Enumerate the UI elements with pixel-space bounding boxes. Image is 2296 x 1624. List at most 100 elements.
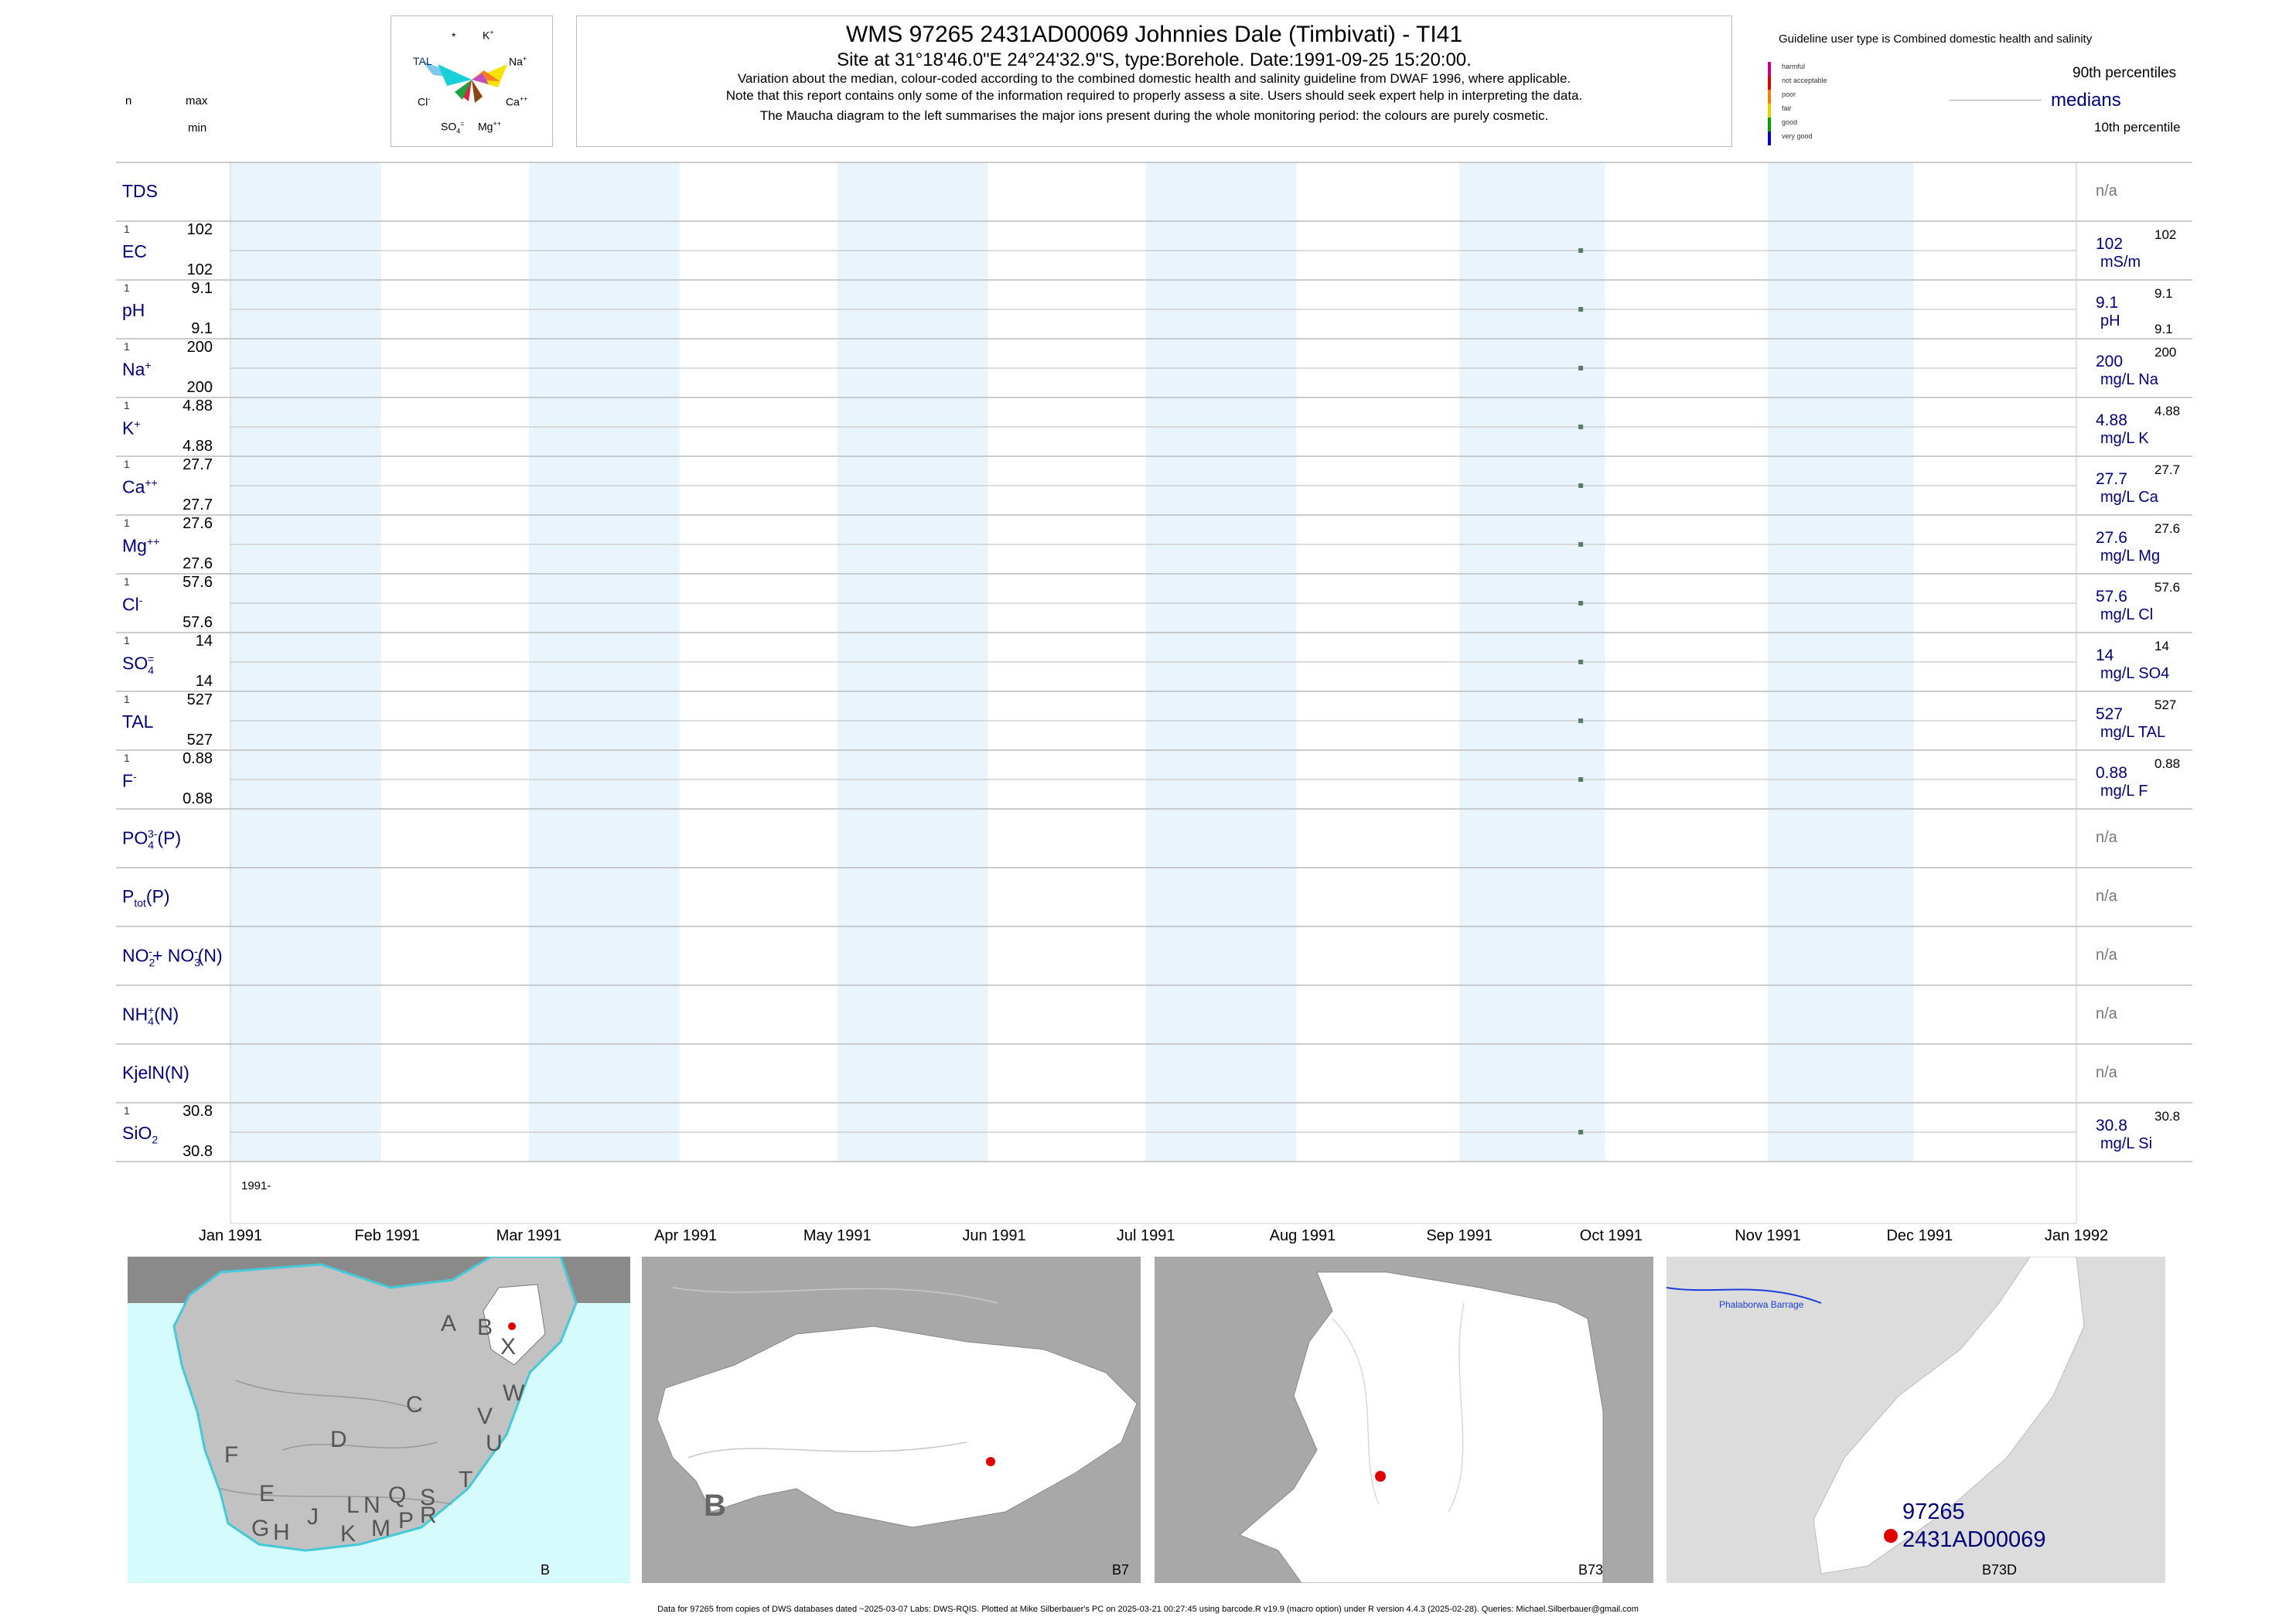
legend-colour-3 xyxy=(1768,104,1771,118)
param-na: n/a xyxy=(2096,1064,2117,1081)
col-min-header: min xyxy=(188,121,207,135)
x-tick-label: Jan 1991 xyxy=(198,1227,263,1244)
map-region-label: Q xyxy=(388,1482,407,1508)
param-min: 27.7 xyxy=(183,496,213,513)
map-b73-graphic xyxy=(1239,1271,1604,1583)
param-min: 27.6 xyxy=(183,555,213,572)
param-max: 14 xyxy=(195,633,213,650)
map-b73-corner: B73 xyxy=(1578,1562,1604,1578)
param-na: n/a xyxy=(2096,947,2117,964)
param-min: 9.1 xyxy=(191,320,213,337)
map-b7: B B7 xyxy=(642,1257,1141,1583)
map-region-label: A xyxy=(441,1311,457,1336)
guideline-text: Guideline user type is Combined domestic… xyxy=(1779,32,2093,46)
legend-colour-4 xyxy=(1768,118,1771,131)
map-region-label: R xyxy=(420,1503,437,1528)
param-label: F- xyxy=(122,770,137,791)
param-count: 1 xyxy=(124,517,130,529)
map-b73: B73 xyxy=(1155,1257,1653,1583)
map-b73d-site-code: 2431AD00069 xyxy=(1902,1527,2046,1552)
footer-note: Data for 97265 from copies of DWS databa… xyxy=(657,1605,1639,1614)
param-median: 527 xyxy=(2096,705,2124,723)
legend-class-label: fair xyxy=(1782,104,1792,112)
x-tick-label: Oct 1991 xyxy=(1579,1227,1643,1244)
param-unit: mg/L SO4 xyxy=(2100,665,2170,682)
param-p90: 9.1 xyxy=(2154,286,2173,301)
year-label: 1991- xyxy=(241,1179,271,1192)
map-b73d: Phalaborwa Barrage 97265 2431AD00069 B73… xyxy=(1667,1257,2165,1583)
param-median: 14 xyxy=(2096,647,2114,664)
map-region-label: X xyxy=(500,1334,517,1360)
param-min: 102 xyxy=(186,261,213,278)
map-region-label: N xyxy=(363,1493,380,1518)
param-label: pH xyxy=(122,300,145,320)
param-label: Ca++ xyxy=(122,476,158,497)
map-southern-africa-corner: B xyxy=(541,1562,551,1578)
param-count: 1 xyxy=(124,458,130,470)
param-unit: mg/L TAL xyxy=(2100,724,2166,741)
legend-class-label: not acceptable xyxy=(1782,77,1827,84)
param-p90: 527 xyxy=(2154,698,2177,712)
param-median: 0.88 xyxy=(2096,764,2127,782)
data-point xyxy=(1578,248,1584,253)
maucha-cl: Cl- xyxy=(418,95,431,108)
param-unit: mg/L K xyxy=(2100,430,2149,447)
param-label: Ptot(P) xyxy=(122,886,170,909)
param-count: 1 xyxy=(124,634,130,647)
map-region-label: E xyxy=(259,1481,275,1506)
map-region-label: D xyxy=(330,1427,347,1452)
map-region-label: B xyxy=(477,1315,493,1340)
param-min: 57.6 xyxy=(183,614,213,631)
param-median: 9.1 xyxy=(2096,294,2119,312)
param-label: PO43-(P) xyxy=(122,827,182,851)
map-b73d-corner: B73D xyxy=(1982,1562,2018,1578)
param-count: 1 xyxy=(124,223,130,235)
x-tick-label: Jul 1991 xyxy=(1116,1227,1175,1244)
param-min: 0.88 xyxy=(183,790,213,807)
param-unit: pH xyxy=(2100,312,2120,329)
maucha-star: * xyxy=(452,30,456,43)
p90-label: 90th percentiles xyxy=(2073,65,2177,81)
param-p90: 0.88 xyxy=(2154,756,2181,771)
x-tick-label: Jun 1991 xyxy=(962,1227,1026,1244)
medians-label: medians xyxy=(2051,90,2121,111)
param-min: 14 xyxy=(195,673,213,690)
param-label: SiO2 xyxy=(122,1123,159,1146)
param-p90: 14 xyxy=(2154,639,2169,653)
param-min: 30.8 xyxy=(183,1143,213,1160)
map-b73d-dam-label: Phalaborwa Barrage xyxy=(1719,1299,1804,1310)
note-3: The Maucha diagram to the left summarise… xyxy=(759,108,1549,123)
legend-colour-5 xyxy=(1768,131,1771,145)
map-southern-africa-graphic xyxy=(128,1257,630,1552)
param-label: Na+ xyxy=(122,359,152,380)
data-point xyxy=(1578,777,1584,782)
p10-label: 10th percentile xyxy=(2094,120,2181,135)
legend-class-label: harmful xyxy=(1782,63,1806,70)
param-max: 27.6 xyxy=(183,515,213,532)
data-point xyxy=(1578,425,1584,429)
param-count: 1 xyxy=(124,752,130,764)
legend-class-label: very good xyxy=(1782,132,1813,140)
param-label: KjelN(N) xyxy=(122,1063,189,1083)
param-unit: mg/L Si xyxy=(2100,1135,2153,1152)
param-min: 527 xyxy=(186,732,213,749)
legend-colour-0 xyxy=(1768,62,1771,76)
maucha-diagram xyxy=(422,61,507,103)
legend-colour-1 xyxy=(1768,76,1771,90)
param-max: 27.7 xyxy=(183,456,213,473)
x-tick-label: May 1991 xyxy=(803,1227,872,1244)
maucha-ca: Ca++ xyxy=(506,95,528,108)
param-unit: mg/L Na xyxy=(2100,371,2158,388)
param-p90: 27.7 xyxy=(2154,462,2181,477)
maucha-k: K+ xyxy=(483,29,494,42)
legend-class-label: poor xyxy=(1782,90,1796,98)
title-box xyxy=(576,15,1732,147)
param-max: 527 xyxy=(186,691,213,708)
param-max: 102 xyxy=(186,221,213,238)
param-label: SO4= xyxy=(122,653,155,677)
param-count: 1 xyxy=(124,1104,130,1117)
col-n-header: n xyxy=(125,94,132,107)
x-tick-label: Dec 1991 xyxy=(1886,1227,1953,1244)
param-median: 27.7 xyxy=(2096,470,2127,488)
param-na: n/a xyxy=(2096,1005,2117,1022)
